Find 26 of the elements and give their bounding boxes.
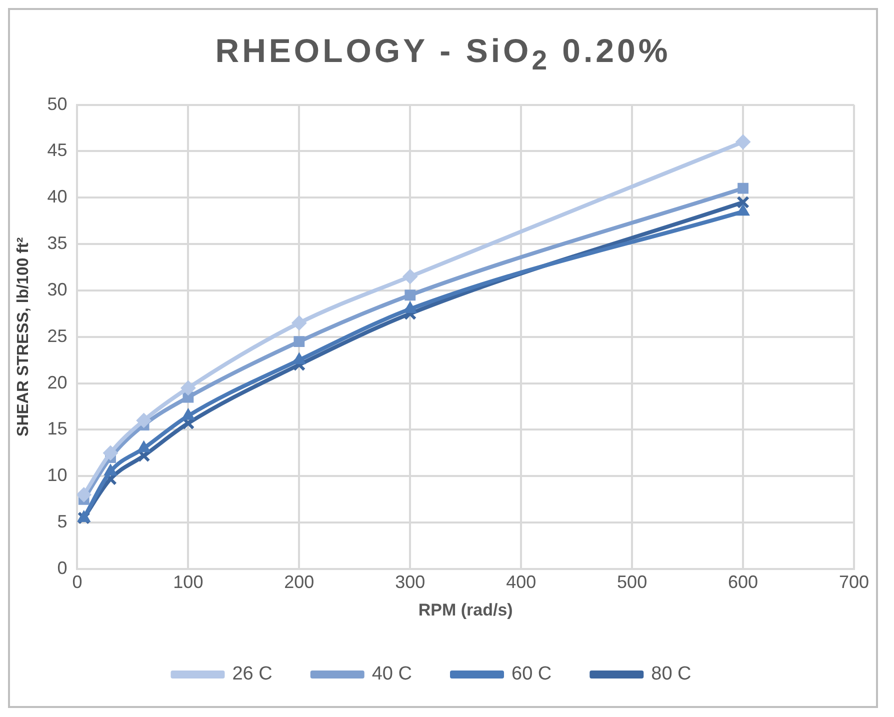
x-axis-title: RPM (rad/s) [418, 600, 513, 620]
y-tick-label: 0 [57, 558, 68, 578]
y-tick-label: 15 [47, 418, 68, 439]
x-tick-label: 500 [617, 572, 648, 592]
x-tick-label: 100 [173, 572, 204, 592]
x-tick-label: 300 [395, 572, 426, 592]
y-tick-label: 10 [47, 465, 68, 486]
y-tick-label: 30 [47, 279, 68, 300]
legend-label: 40 C [372, 664, 412, 685]
y-tick-label: 50 [47, 94, 68, 114]
x-tick-label: 400 [506, 572, 536, 592]
legend-label: 26 C [232, 664, 272, 685]
y-tick-label: 20 [47, 372, 68, 392]
y-tick-label: 35 [47, 233, 68, 254]
y-tick-label: 25 [47, 326, 68, 346]
chart-title: RHEOLOGY - SiO$_{2}$ 0.20% [214, 31, 672, 78]
x-tick-label: 600 [728, 572, 758, 592]
legend-label: 60 C [512, 664, 552, 685]
y-axis-title: SHEAR STRESS, lb/100 ft² [15, 237, 32, 436]
y-tick-label: 40 [47, 186, 68, 207]
y-tick-label: 5 [57, 512, 68, 532]
legend-label: 80 C [651, 664, 692, 685]
x-tick-label: 0 [72, 572, 82, 592]
y-tick-label: 45 [47, 140, 68, 160]
x-tick-label: 700 [838, 572, 870, 592]
x-tick-label: 200 [284, 572, 314, 592]
